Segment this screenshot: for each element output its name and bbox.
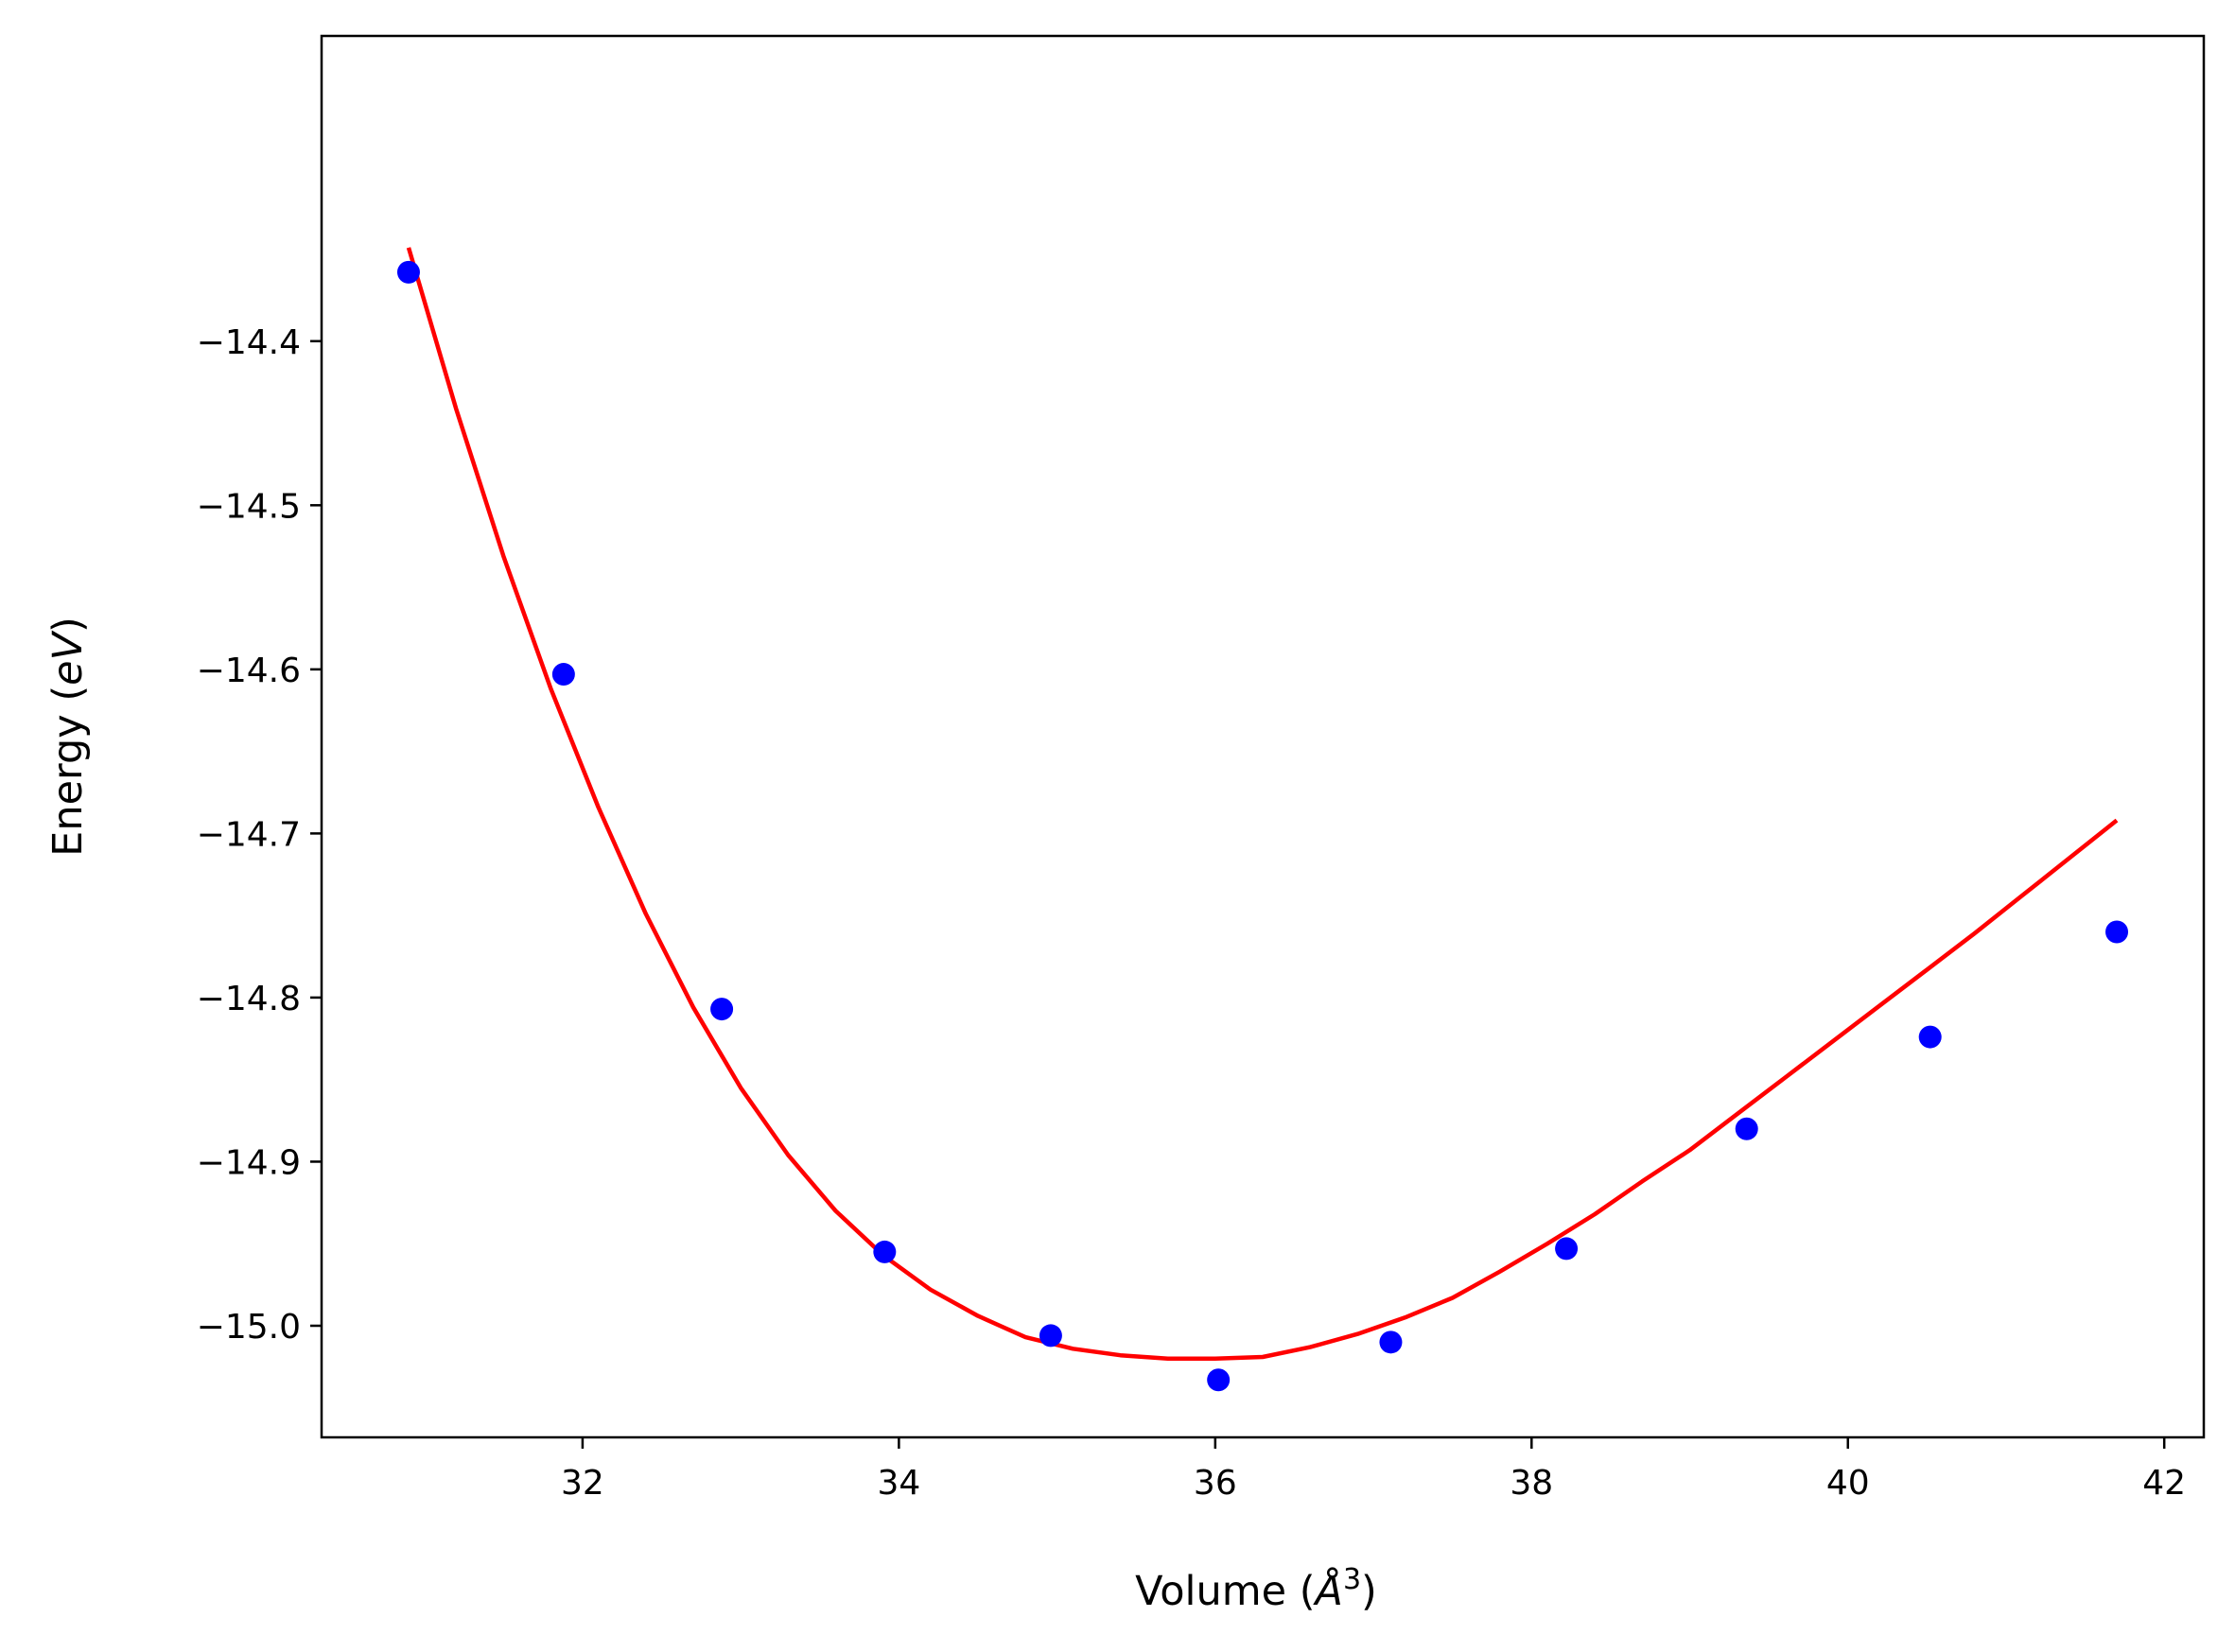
x-axis-title-close: ) bbox=[1361, 1568, 1377, 1615]
series-layer bbox=[396, 247, 2129, 1392]
fit-curve bbox=[406, 247, 2119, 1361]
y-tick-label: −14.6 bbox=[197, 652, 301, 690]
x-tick-label: 34 bbox=[877, 1464, 920, 1503]
x-tick-label: 32 bbox=[561, 1464, 604, 1503]
y-axis-title: Energy (eV) bbox=[44, 617, 92, 857]
x-axis-ticks: 32 34 36 38 40 42 bbox=[561, 1437, 2186, 1503]
y-tick-label: −15.0 bbox=[197, 1308, 301, 1347]
x-tick-label: 36 bbox=[1194, 1464, 1237, 1503]
data-point bbox=[873, 1240, 897, 1263]
y-tick-label: −14.7 bbox=[197, 815, 301, 854]
data-point bbox=[1918, 1025, 1942, 1049]
plot-frame bbox=[320, 34, 2206, 1439]
x-tick-label: 38 bbox=[1510, 1464, 1553, 1503]
x-axis-title-text: Volume ( bbox=[1135, 1568, 1315, 1615]
y-tick-label: −14.9 bbox=[197, 1143, 301, 1182]
x-axis-title-exponent: 3 bbox=[1343, 1563, 1361, 1596]
data-point bbox=[396, 260, 420, 284]
data-point bbox=[551, 663, 575, 687]
data-point bbox=[1735, 1117, 1758, 1140]
data-point bbox=[1207, 1368, 1231, 1392]
x-axis-title: Volume (Å3) bbox=[1135, 1563, 1377, 1615]
x-tick-label: 42 bbox=[2142, 1464, 2186, 1503]
y-axis-title-close: ) bbox=[44, 617, 92, 633]
y-axis-title-unit: eV bbox=[44, 630, 92, 685]
x-tick-label: 40 bbox=[1826, 1464, 1870, 1503]
data-point bbox=[710, 998, 734, 1021]
data-point bbox=[1555, 1237, 1579, 1261]
y-axis-ticks: −14.4 −14.5 −14.6 −14.7 −14.8 −14.9 −15.0 bbox=[197, 323, 322, 1347]
y-tick-label: −14.8 bbox=[197, 980, 301, 1018]
data-point bbox=[1379, 1330, 1403, 1354]
y-axis-title-text: Energy ( bbox=[44, 686, 92, 857]
y-tick-label: −14.4 bbox=[197, 323, 301, 362]
x-axis-title-unit: Å bbox=[1313, 1567, 1343, 1615]
y-tick-label: −14.5 bbox=[197, 487, 301, 526]
data-point bbox=[2105, 920, 2129, 944]
data-point bbox=[1039, 1324, 1062, 1348]
